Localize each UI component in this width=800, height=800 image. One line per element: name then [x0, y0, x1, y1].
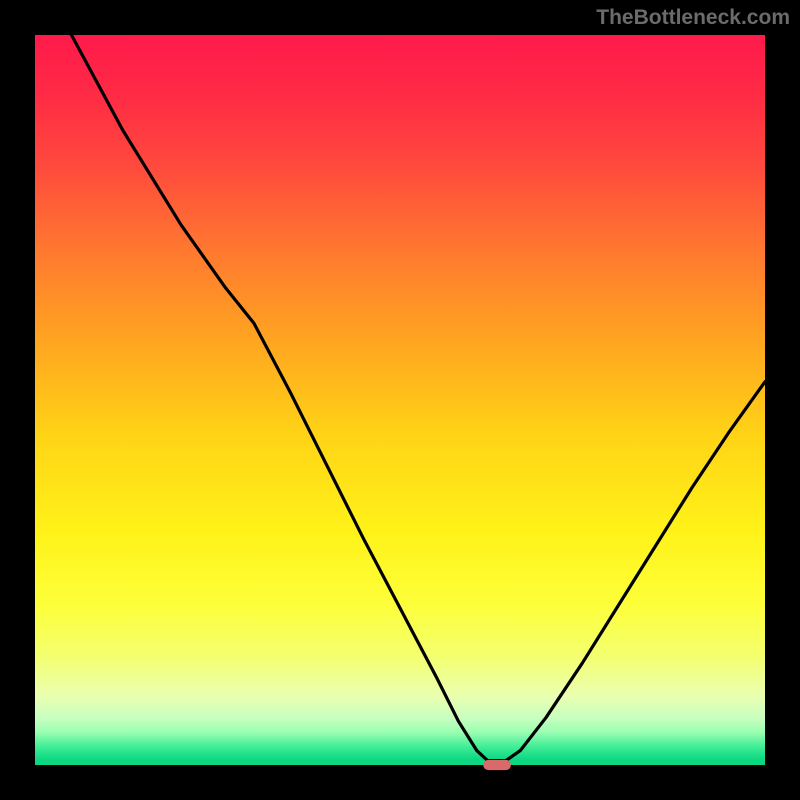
gradient-background — [35, 35, 765, 765]
chart-container: TheBottleneck.com — [0, 0, 800, 800]
bottleneck-chart — [0, 0, 800, 800]
optimal-marker — [483, 760, 511, 770]
